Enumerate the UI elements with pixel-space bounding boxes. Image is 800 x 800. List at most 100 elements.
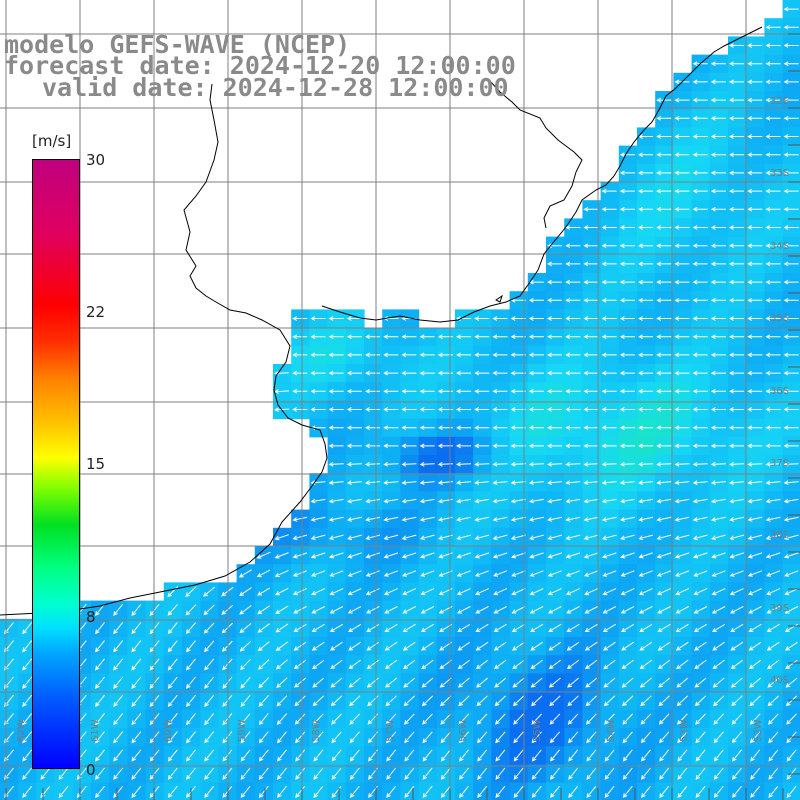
wind-arrow xyxy=(476,695,488,707)
wind-arrow xyxy=(95,731,105,744)
wind-arrow xyxy=(419,516,435,522)
wind-arrow xyxy=(674,152,690,158)
wind-arrow xyxy=(711,588,726,596)
wind-arrow xyxy=(167,785,178,799)
wind-arrow xyxy=(783,225,799,230)
wind-arrow xyxy=(131,731,142,744)
wind-arrow xyxy=(510,352,526,358)
wind-arrow xyxy=(641,785,651,799)
wind-arrow xyxy=(765,134,781,139)
wind-arrow xyxy=(747,370,763,376)
wind-arrow xyxy=(131,640,142,653)
wind-arrow xyxy=(692,297,708,303)
wind-arrow xyxy=(732,785,742,799)
wind-arrow xyxy=(420,588,435,596)
wind-arrow xyxy=(240,676,251,689)
wind-arrow xyxy=(675,588,690,596)
wind-arrow xyxy=(603,659,616,670)
wind-arrow xyxy=(729,97,745,103)
wind-arrow xyxy=(346,461,362,467)
wind-arrow xyxy=(692,516,708,522)
wind-arrow xyxy=(565,316,581,321)
wind-arrow xyxy=(419,534,435,541)
wind-arrow xyxy=(638,206,654,212)
wind-arrow xyxy=(512,641,525,651)
wind-arrow xyxy=(674,134,690,139)
wind-arrow xyxy=(529,570,544,577)
wind-arrow xyxy=(310,498,326,504)
wind-arrow xyxy=(656,225,672,230)
wind-arrow xyxy=(783,552,799,559)
wind-arrow xyxy=(568,749,579,762)
wind-arrow xyxy=(710,134,726,139)
wind-arrow xyxy=(113,731,124,744)
wind-arrow xyxy=(258,785,269,799)
wind-arrow xyxy=(639,677,652,688)
wind-arrow xyxy=(456,461,472,467)
wind-arrow xyxy=(365,606,380,614)
wind-arrow xyxy=(384,641,398,651)
wind-arrow xyxy=(456,552,471,559)
forecast-date: forecast date: 2024-12-20 12:00:00 xyxy=(4,51,516,80)
wind-arrow xyxy=(240,767,251,780)
wind-arrow xyxy=(619,225,635,230)
wind-arrow xyxy=(513,713,524,725)
wind-arrow xyxy=(568,767,579,780)
wind-arrow xyxy=(784,606,799,614)
wind-arrow xyxy=(547,425,563,431)
colorbar-tick-30: 30 xyxy=(86,151,106,169)
wind-arrow xyxy=(365,534,381,541)
coastline xyxy=(0,26,763,616)
wind-arrow xyxy=(113,603,124,617)
wind-arrow xyxy=(292,516,308,522)
wind-arrow xyxy=(747,61,763,67)
wind-arrow xyxy=(747,570,762,577)
wind-arrow xyxy=(313,731,324,744)
wind-arrow xyxy=(204,658,215,671)
wind-arrow xyxy=(167,604,178,616)
wind-arrow xyxy=(658,677,671,688)
wind-arrow xyxy=(293,659,307,670)
wind-arrow xyxy=(677,785,688,799)
wind-arrow xyxy=(638,498,654,504)
wind-arrow xyxy=(348,659,361,670)
wind-arrow xyxy=(365,516,381,522)
wind-arrow xyxy=(437,352,453,358)
wind-arrow xyxy=(547,480,563,485)
wind-arrow xyxy=(185,622,197,634)
wind-arrow xyxy=(365,552,380,559)
wind-arrow xyxy=(419,498,435,504)
wind-arrow xyxy=(750,785,761,799)
wind-arrow xyxy=(474,480,490,485)
wind-arrow xyxy=(330,695,343,707)
wind-arrow xyxy=(328,498,344,504)
wind-arrow xyxy=(477,767,488,780)
wind-arrow xyxy=(510,461,526,467)
wind-arrow xyxy=(167,622,178,635)
wind-arrow xyxy=(692,206,708,212)
wind-arrow xyxy=(347,588,362,596)
wind-arrow xyxy=(729,115,745,121)
wind-arrow xyxy=(619,352,635,358)
wind-arrow xyxy=(692,279,708,285)
wind-arrow xyxy=(565,516,581,522)
wind-arrow xyxy=(656,188,672,194)
wind-arrow xyxy=(765,516,781,522)
wind-arrow xyxy=(583,388,599,394)
lon-label: 60W xyxy=(163,719,175,742)
wind-arrow xyxy=(731,695,743,707)
wind-arrow xyxy=(419,352,435,358)
wind-arrow xyxy=(383,516,399,522)
wind-arrow xyxy=(729,279,745,285)
wind-arrow xyxy=(549,731,561,744)
wind-arrow xyxy=(749,677,762,688)
wind-arrow xyxy=(601,388,617,394)
wind-arrow xyxy=(694,641,707,651)
wind-arrow xyxy=(550,749,560,762)
wind-arrow xyxy=(330,659,343,670)
wind-arrow xyxy=(783,316,799,321)
wind-arrow xyxy=(656,388,672,394)
wind-arrow xyxy=(692,388,708,394)
wind-arrow xyxy=(404,785,415,799)
wind-arrow xyxy=(656,370,672,376)
